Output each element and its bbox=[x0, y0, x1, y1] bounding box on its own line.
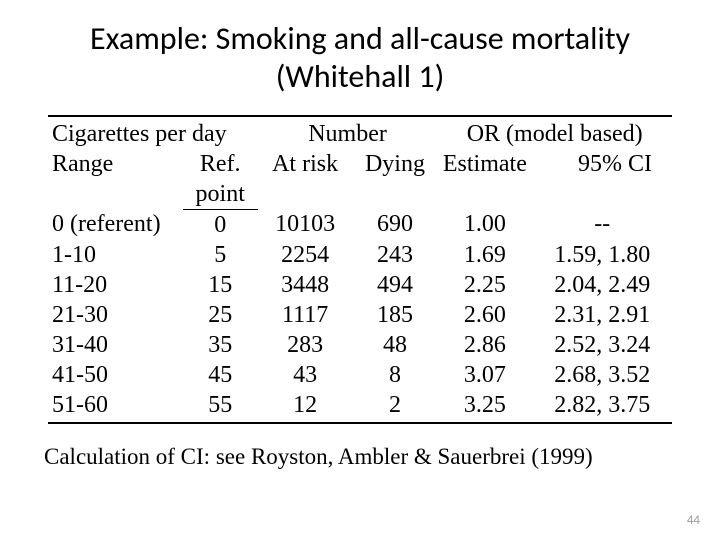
header-atrisk: At risk bbox=[258, 149, 353, 210]
caption-text: Calculation of CI: see Royston, Ambler &… bbox=[44, 444, 680, 470]
header-ref-line2: point bbox=[183, 179, 258, 210]
cell-ref: 5 bbox=[183, 240, 258, 270]
cell-atrisk: 2254 bbox=[258, 240, 353, 270]
table-row: 0 (referent)0101036901.00-- bbox=[48, 209, 672, 240]
table-wrapper: Cigarettes per day Number OR (model base… bbox=[48, 115, 672, 424]
data-table: Cigarettes per day Number OR (model base… bbox=[48, 115, 672, 424]
cell-ref: 15 bbox=[183, 270, 258, 300]
cell-estimate: 2.86 bbox=[437, 330, 532, 360]
cell-dying: 690 bbox=[353, 209, 438, 240]
cell-atrisk: 283 bbox=[258, 330, 353, 360]
page-number: 44 bbox=[687, 513, 700, 528]
cell-atrisk: 3448 bbox=[258, 270, 353, 300]
cell-estimate: 3.25 bbox=[437, 390, 532, 423]
cell-ci: 2.52, 3.24 bbox=[532, 330, 672, 360]
cell-dying: 185 bbox=[353, 300, 438, 330]
cell-ci: 2.68, 3.52 bbox=[532, 360, 672, 390]
cell-atrisk: 10103 bbox=[258, 209, 353, 240]
cell-estimate: 2.25 bbox=[437, 270, 532, 300]
header-ci: 95% CI bbox=[532, 149, 672, 210]
cell-ref: 45 bbox=[183, 360, 258, 390]
cell-dying: 48 bbox=[353, 330, 438, 360]
header-group-number: Number bbox=[258, 116, 438, 149]
cell-range: 51-60 bbox=[48, 390, 183, 423]
cell-ci: 2.82, 3.75 bbox=[532, 390, 672, 423]
cell-dying: 2 bbox=[353, 390, 438, 423]
table-row: 41-50454383.072.68, 3.52 bbox=[48, 360, 672, 390]
cell-estimate: 2.60 bbox=[437, 300, 532, 330]
cell-dying: 494 bbox=[353, 270, 438, 300]
cell-ci: -- bbox=[532, 209, 672, 240]
cell-atrisk: 12 bbox=[258, 390, 353, 423]
header-group-cigarettes: Cigarettes per day bbox=[48, 116, 258, 149]
cell-range: 0 (referent) bbox=[48, 209, 183, 240]
cell-estimate: 1.69 bbox=[437, 240, 532, 270]
table-row: 21-302511171852.602.31, 2.91 bbox=[48, 300, 672, 330]
cell-ref: 0 bbox=[183, 209, 258, 240]
header-row-1: Cigarettes per day Number OR (model base… bbox=[48, 116, 672, 149]
header-row-2: Range Ref. At risk Dying Estimate 95% CI bbox=[48, 149, 672, 179]
cell-ci: 1.59, 1.80 bbox=[532, 240, 672, 270]
table-row: 31-4035283482.862.52, 3.24 bbox=[48, 330, 672, 360]
header-estimate: Estimate bbox=[437, 149, 532, 210]
cell-atrisk: 1117 bbox=[258, 300, 353, 330]
cell-ci: 2.31, 2.91 bbox=[532, 300, 672, 330]
table-row: 51-60551223.252.82, 3.75 bbox=[48, 390, 672, 423]
cell-range: 31-40 bbox=[48, 330, 183, 360]
cell-estimate: 1.00 bbox=[437, 209, 532, 240]
cell-ci: 2.04, 2.49 bbox=[532, 270, 672, 300]
cell-range: 11-20 bbox=[48, 270, 183, 300]
cell-ref: 35 bbox=[183, 330, 258, 360]
cell-range: 1-10 bbox=[48, 240, 183, 270]
cell-estimate: 3.07 bbox=[437, 360, 532, 390]
header-ref-line1: Ref. bbox=[183, 149, 258, 179]
table-row: 11-201534484942.252.04, 2.49 bbox=[48, 270, 672, 300]
cell-dying: 8 bbox=[353, 360, 438, 390]
header-group-or: OR (model based) bbox=[437, 116, 672, 149]
table-row: 1-10522542431.691.59, 1.80 bbox=[48, 240, 672, 270]
cell-range: 21-30 bbox=[48, 300, 183, 330]
header-range: Range bbox=[48, 149, 183, 210]
cell-ref: 25 bbox=[183, 300, 258, 330]
header-dying: Dying bbox=[353, 149, 438, 210]
cell-ref: 55 bbox=[183, 390, 258, 423]
cell-dying: 243 bbox=[353, 240, 438, 270]
cell-atrisk: 43 bbox=[258, 360, 353, 390]
slide-title: Example: Smoking and all-cause mortality… bbox=[40, 20, 680, 97]
cell-range: 41-50 bbox=[48, 360, 183, 390]
